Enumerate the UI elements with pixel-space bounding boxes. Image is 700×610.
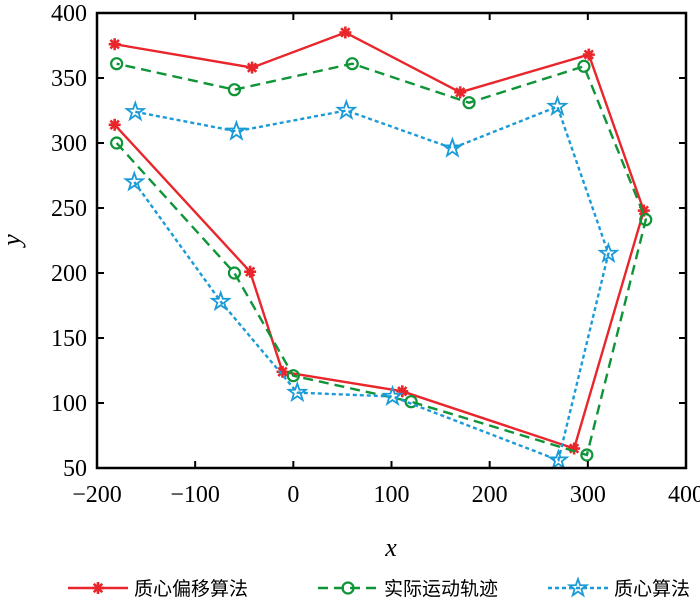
asterisk-marker — [276, 365, 289, 378]
circle-marker — [227, 266, 242, 280]
star-marker — [546, 94, 569, 117]
circle-marker — [341, 581, 355, 595]
star-marker — [547, 448, 570, 470]
star-marker — [286, 380, 309, 403]
star-marker — [566, 576, 590, 598]
legend-item: 质心算法 — [548, 576, 690, 600]
asterisk-marker — [92, 582, 104, 594]
y-tick-label: 100 — [51, 391, 87, 417]
x-tick-label: 400 — [668, 482, 700, 508]
asterisk-marker — [246, 61, 259, 74]
asterisk-marker — [568, 442, 581, 455]
series-line — [113, 31, 646, 451]
star-marker — [225, 119, 248, 141]
circle-marker — [227, 83, 242, 97]
star-marker — [381, 384, 404, 407]
series-line — [133, 105, 610, 462]
series-layer — [108, 26, 653, 470]
x-tick-label: −200 — [72, 482, 122, 508]
series-line — [115, 62, 648, 457]
asterisk-marker — [396, 385, 409, 398]
legend-label: 质心偏移算法 — [134, 578, 248, 600]
circle-marker — [580, 448, 594, 462]
legend: 质心偏移算法 实际运动轨迹 质心算法 — [68, 576, 690, 600]
legend-item: 质心偏移算法 — [68, 578, 248, 600]
circle-marker — [577, 59, 591, 73]
ticks-layer: −200 −100 0 100 200 300 400 50 100 150 200 250 300 35… — [51, 1, 700, 508]
star-marker — [335, 98, 358, 121]
series-group — [110, 57, 653, 462]
circle-marker — [404, 395, 418, 409]
circle-marker — [110, 136, 124, 150]
star-marker — [209, 289, 232, 312]
x-tick-label: −100 — [170, 482, 220, 508]
x-axis-label: x — [384, 533, 397, 562]
circle-marker — [639, 213, 653, 227]
series-group — [123, 94, 620, 470]
circle-marker — [286, 369, 300, 383]
y-tick-label: 250 — [51, 196, 87, 222]
x-tick-label: 200 — [472, 482, 508, 508]
x-tick-label: 0 — [287, 482, 299, 508]
y-axis-label: y — [0, 234, 26, 249]
asterisk-marker — [339, 26, 352, 39]
asterisk-marker — [108, 118, 121, 131]
asterisk-marker — [454, 86, 467, 99]
series-group — [108, 26, 650, 455]
x-tick-label: 100 — [374, 482, 410, 508]
legend-label: 实际运动轨迹 — [384, 578, 498, 600]
y-tick-label: 50 — [63, 456, 87, 482]
circle-marker — [110, 57, 124, 71]
y-tick-label: 300 — [51, 131, 87, 157]
circle-marker — [462, 96, 476, 110]
asterisk-marker — [244, 265, 257, 278]
star-marker — [441, 136, 464, 158]
x-tick-label: 300 — [570, 482, 606, 508]
y-tick-label: 350 — [51, 66, 87, 92]
y-tick-label: 200 — [51, 261, 87, 287]
circle-marker — [345, 57, 359, 71]
asterisk-marker — [108, 38, 121, 51]
asterisk-marker — [582, 48, 595, 61]
y-tick-label: 150 — [51, 326, 87, 352]
star-marker — [123, 170, 146, 192]
y-tick-label: 400 — [51, 1, 87, 27]
legend-label: 质心算法 — [614, 578, 690, 600]
legend-item: 实际运动轨迹 — [318, 578, 498, 600]
star-marker — [124, 100, 147, 122]
star-marker — [597, 241, 620, 264]
